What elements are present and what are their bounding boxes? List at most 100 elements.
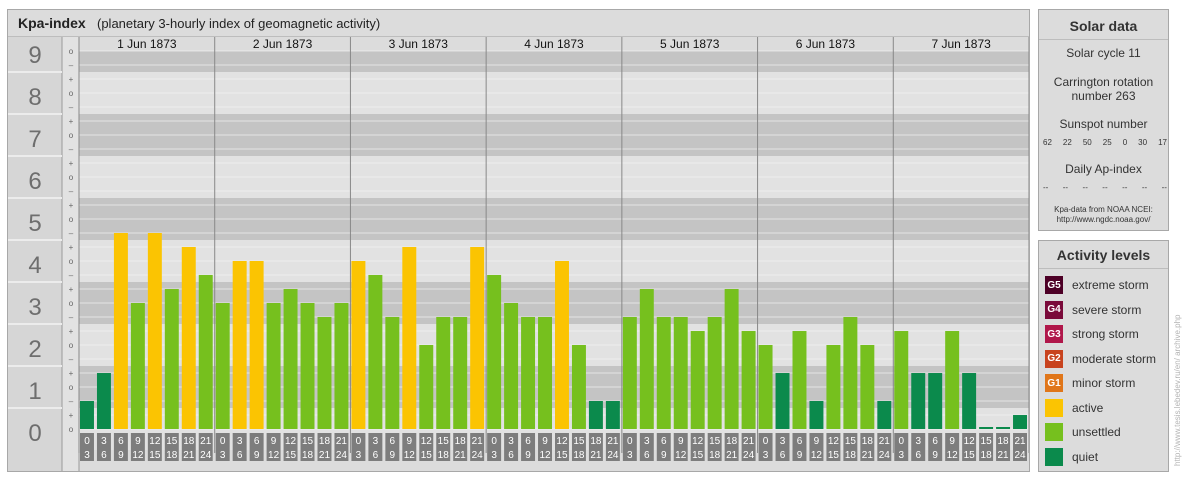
legend-swatch <box>1045 423 1063 441</box>
legend-item: active <box>1045 398 1103 418</box>
hour-end-label: 3 <box>220 450 226 461</box>
hour-cell <box>351 433 366 461</box>
kp-bar <box>555 261 569 429</box>
hour-start-label: 12 <box>285 436 297 447</box>
hour-cell <box>792 433 807 461</box>
hour-end-label: 12 <box>268 450 280 461</box>
hour-end-label: 12 <box>132 450 144 461</box>
sub-tick-label: o <box>69 131 74 140</box>
sub-tick-label: o <box>69 425 74 434</box>
legend-swatch <box>1045 447 1063 466</box>
hour-end-label: 9 <box>254 450 260 461</box>
hour-end-label: 3 <box>898 450 904 461</box>
sunspot-title: Sunspot number <box>1059 117 1148 131</box>
ap-value: -- <box>1102 183 1108 192</box>
hour-end-label: 15 <box>285 450 297 461</box>
hour-end-label: 15 <box>828 450 840 461</box>
y-tick-label: 7 <box>28 126 41 153</box>
hour-cell <box>521 433 536 461</box>
hour-start-label: 3 <box>101 436 107 447</box>
hour-end-label: 21 <box>590 450 602 461</box>
kp-bar <box>639 289 654 429</box>
hour-end-label: 9 <box>390 450 396 461</box>
hour-end-label: 6 <box>508 450 514 461</box>
hour-end-label: 21 <box>726 450 738 461</box>
hour-end-label: 12 <box>539 450 551 461</box>
kp-bar <box>945 331 960 429</box>
kp-bar <box>181 247 196 429</box>
hour-cell <box>113 433 128 461</box>
legend-label: moderate storm <box>1072 351 1157 366</box>
sub-tick-label: + <box>69 327 74 336</box>
hour-cell <box>419 433 434 461</box>
hour-end-label: 12 <box>947 450 959 461</box>
y-tick-label: 5 <box>28 210 41 237</box>
hour-start-label: 0 <box>627 436 633 447</box>
sub-tick-label: – <box>69 61 74 70</box>
legend-label: active <box>1072 400 1104 415</box>
hour-start-label: 15 <box>709 436 721 447</box>
hour-cell <box>724 433 739 461</box>
hour-start-label: 12 <box>556 436 568 447</box>
hour-cell <box>385 433 400 461</box>
kp-bar <box>487 274 502 429</box>
hour-start-label: 3 <box>915 436 921 447</box>
ap-value: -- <box>1062 183 1069 192</box>
sub-tick-label: – <box>69 397 74 406</box>
sunspot-value: 50 <box>1082 138 1092 147</box>
hour-cell <box>487 433 502 461</box>
hour-start-label: 18 <box>455 436 467 447</box>
legend-label: severe storm <box>1072 302 1142 317</box>
hour-cell <box>300 433 315 461</box>
hour-cell <box>436 433 451 461</box>
hour-start-label: 12 <box>149 436 161 447</box>
hour-end-label: 24 <box>607 450 619 461</box>
hour-start-label: 21 <box>879 436 891 447</box>
legend-swatch: G5 <box>1045 276 1063 294</box>
hour-end-label: 9 <box>661 450 667 461</box>
hour-end-label: 3 <box>763 450 769 461</box>
hour-start-label: 9 <box>135 436 141 447</box>
hour-start-label: 15 <box>573 436 585 447</box>
hour-start-label: 18 <box>590 436 602 447</box>
hour-start-label: 21 <box>743 436 755 447</box>
kp-bar <box>113 232 128 429</box>
hour-cell <box>555 433 569 461</box>
hour-cell <box>673 433 688 461</box>
hour-end-label: 9 <box>525 450 531 461</box>
carrington-rotation-number: number 263 <box>1071 89 1136 103</box>
kp-bar <box>317 316 332 429</box>
sub-tick-label: – <box>69 355 74 364</box>
hour-start-label: 6 <box>932 436 938 447</box>
kp-bar <box>504 303 519 429</box>
legend-swatch: G3 <box>1045 325 1063 343</box>
sub-tick-label: o <box>69 299 74 308</box>
site-credit-text: http://www.tesis.lebedev.ru/en/ archive.… <box>1173 314 1182 466</box>
hour-end-label: 18 <box>438 450 450 461</box>
hour-start-label: 12 <box>964 436 976 447</box>
hour-end-label: 9 <box>797 450 803 461</box>
sub-tick-label: + <box>69 75 74 84</box>
hour-cell <box>826 433 841 461</box>
hour-end-label: 21 <box>455 450 467 461</box>
hour-end-label: 6 <box>101 450 107 461</box>
hour-cell <box>877 433 892 461</box>
hour-end-label: 21 <box>997 450 1009 461</box>
hour-start-label: 9 <box>678 436 684 447</box>
kp-bar <box>809 400 824 429</box>
kp-band <box>79 51 1029 72</box>
hour-cell <box>538 433 552 461</box>
hour-start-label: 6 <box>254 436 260 447</box>
hour-end-label: 6 <box>644 450 650 461</box>
kp-bar <box>130 303 145 429</box>
hour-cell <box>843 433 858 461</box>
y-tick-label: 8 <box>28 84 41 111</box>
kp-bar <box>758 345 773 429</box>
ap-value: -- <box>1161 183 1167 192</box>
hour-end-label: 6 <box>237 450 243 461</box>
sunspot-value: 0 <box>1122 138 1128 147</box>
solar-data-panel: Solar data Solar cycle 11 Carrington rot… <box>1038 9 1169 231</box>
source-link[interactable]: http://www.ngdc.noaa.gov/ <box>1056 215 1151 224</box>
kp-bar <box>419 345 434 429</box>
hour-end-label: 6 <box>780 450 786 461</box>
